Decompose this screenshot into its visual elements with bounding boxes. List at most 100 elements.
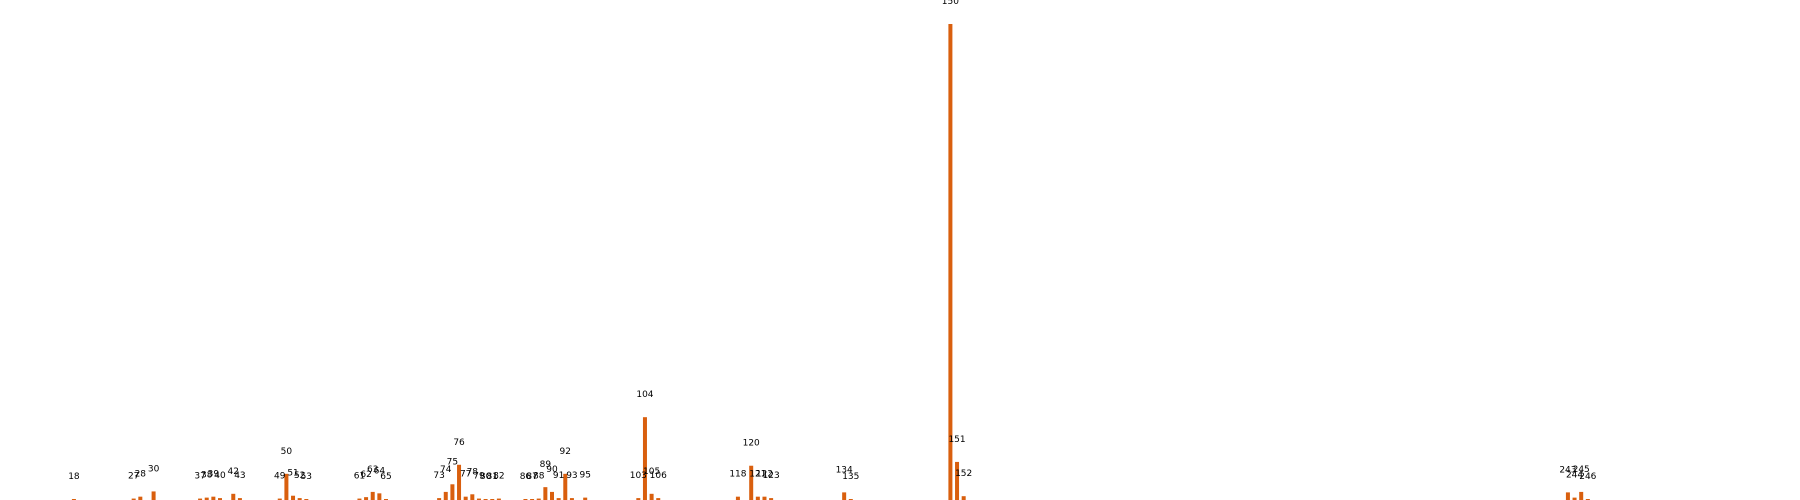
bar-label-18: 18 bbox=[68, 472, 80, 482]
bar-106 bbox=[656, 498, 661, 500]
bar-75 bbox=[450, 484, 455, 500]
bar-88 bbox=[536, 498, 541, 500]
bar-104 bbox=[642, 417, 647, 500]
bar-label-106: 106 bbox=[650, 471, 667, 481]
bar-73 bbox=[437, 498, 442, 500]
bar-label-123: 123 bbox=[763, 471, 780, 481]
bar-label-122: 122 bbox=[756, 470, 773, 480]
bar-103 bbox=[636, 498, 641, 500]
bar-label-245: 245 bbox=[1573, 465, 1590, 475]
bar-label-65: 65 bbox=[380, 472, 391, 482]
bar-62 bbox=[364, 497, 369, 500]
bar-label-27: 27 bbox=[128, 472, 139, 482]
bar-74 bbox=[443, 491, 448, 500]
bar-label-42: 42 bbox=[228, 467, 239, 477]
bar-label-30: 30 bbox=[148, 464, 160, 474]
bar-label-78: 78 bbox=[467, 467, 479, 477]
bar-label-64: 64 bbox=[374, 466, 386, 476]
bar-91 bbox=[556, 498, 561, 500]
bar-151 bbox=[955, 461, 960, 500]
bar-93 bbox=[569, 498, 574, 500]
bar-43 bbox=[237, 498, 242, 500]
bar-label-63: 63 bbox=[367, 465, 378, 475]
bar-label-105: 105 bbox=[643, 467, 660, 477]
bar-label-246: 246 bbox=[1579, 472, 1596, 482]
bar-label-53: 53 bbox=[301, 472, 312, 482]
bar-40 bbox=[218, 498, 222, 500]
bar-122 bbox=[762, 496, 767, 500]
bar-label-93: 93 bbox=[566, 471, 577, 481]
bar-label-134: 134 bbox=[836, 465, 853, 475]
bar-120 bbox=[749, 465, 754, 500]
bar-label-88: 88 bbox=[533, 472, 545, 482]
bar-27 bbox=[131, 498, 136, 500]
bar-79 bbox=[476, 498, 481, 500]
bar-label-86: 86 bbox=[520, 472, 532, 482]
bar-label-243: 243 bbox=[1559, 465, 1576, 475]
bars-group bbox=[71, 24, 1590, 500]
bar-label-43: 43 bbox=[234, 471, 245, 481]
bar-label-76: 76 bbox=[453, 438, 465, 448]
bar-245 bbox=[1579, 491, 1584, 500]
bar-label-62: 62 bbox=[360, 470, 371, 480]
bar-243 bbox=[1565, 492, 1570, 500]
bar-label-104: 104 bbox=[636, 390, 653, 400]
bar-42 bbox=[231, 493, 236, 500]
bar-label-150: 150 bbox=[942, 0, 959, 7]
bar-121 bbox=[755, 496, 760, 500]
bar-64 bbox=[377, 493, 382, 500]
bar-label-95: 95 bbox=[579, 471, 590, 481]
bar-label-73: 73 bbox=[433, 471, 444, 481]
bar-label-77: 77 bbox=[460, 470, 471, 480]
bar-label-90: 90 bbox=[546, 465, 558, 475]
bar-label-118: 118 bbox=[729, 470, 746, 480]
bar-label-49: 49 bbox=[274, 472, 286, 482]
bar-150 bbox=[948, 24, 953, 500]
bar-39 bbox=[211, 496, 216, 500]
bar-51 bbox=[291, 495, 296, 500]
bar-89 bbox=[543, 487, 548, 500]
bar-105 bbox=[649, 493, 654, 500]
bar-52 bbox=[297, 498, 302, 500]
bar-30 bbox=[151, 491, 156, 500]
bar-label-91: 91 bbox=[553, 471, 564, 481]
bar-label-103: 103 bbox=[630, 471, 647, 481]
bar-label-51: 51 bbox=[287, 469, 298, 479]
bar-label-151: 151 bbox=[948, 435, 965, 445]
bar-label-80: 80 bbox=[480, 472, 492, 482]
bar-95 bbox=[583, 497, 588, 500]
bar-label-121: 121 bbox=[749, 470, 766, 480]
bar-label-89: 89 bbox=[540, 460, 552, 470]
bar-label-81: 81 bbox=[487, 472, 498, 482]
bar-label-74: 74 bbox=[440, 465, 452, 475]
bar-37 bbox=[198, 498, 203, 500]
bar-label-135: 135 bbox=[842, 472, 859, 482]
bar-92 bbox=[563, 473, 568, 500]
bar-90 bbox=[550, 491, 554, 500]
bar-label-61: 61 bbox=[354, 472, 365, 482]
bar-label-52: 52 bbox=[294, 471, 305, 481]
bar-152 bbox=[961, 496, 966, 500]
bar-label-39: 39 bbox=[208, 470, 220, 480]
bar-label-37: 37 bbox=[194, 472, 205, 482]
bar-label-38: 38 bbox=[201, 471, 213, 481]
bar-label-152: 152 bbox=[955, 469, 972, 479]
bar-82 bbox=[496, 498, 501, 500]
bar-123 bbox=[769, 498, 774, 500]
bar-label-40: 40 bbox=[214, 471, 226, 481]
bar-63 bbox=[370, 491, 375, 500]
bar-76 bbox=[457, 464, 462, 500]
bar-label-28: 28 bbox=[135, 470, 147, 480]
bar-label-75: 75 bbox=[447, 457, 458, 467]
bar-label-92: 92 bbox=[560, 447, 571, 457]
bar-61 bbox=[357, 498, 362, 500]
bar-49 bbox=[277, 498, 282, 500]
bar-label-79: 79 bbox=[473, 472, 485, 482]
bar-134 bbox=[842, 492, 847, 500]
bar-50 bbox=[284, 473, 289, 500]
bar-78 bbox=[470, 494, 475, 500]
bar-38 bbox=[204, 497, 209, 500]
bar-label-82: 82 bbox=[493, 472, 504, 482]
